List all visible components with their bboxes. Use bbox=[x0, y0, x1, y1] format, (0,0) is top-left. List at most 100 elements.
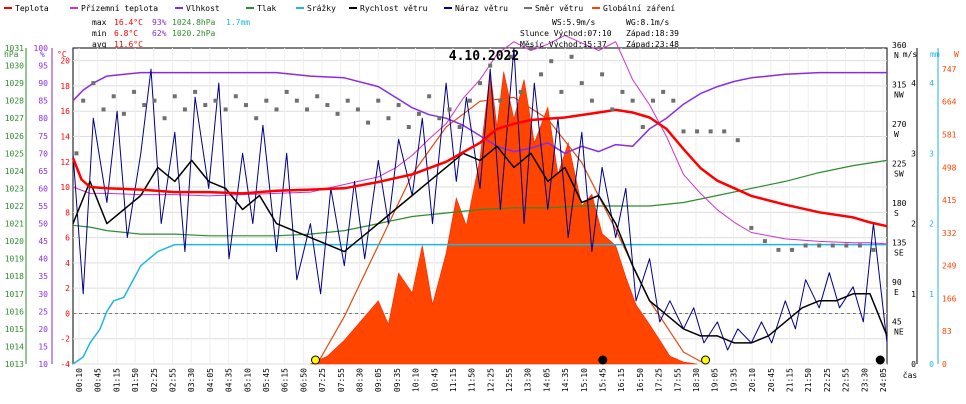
axis-x-tick: 07:55 bbox=[337, 368, 346, 392]
wind-direction-point bbox=[427, 94, 432, 99]
axis-x-tick: 16:50 bbox=[636, 368, 645, 392]
axis-x-tick: 20:10 bbox=[748, 368, 757, 392]
axis-pct-tick: 60 bbox=[38, 184, 48, 193]
axis-x-tick: 21:50 bbox=[804, 368, 813, 392]
axis-deg-tick: 12 bbox=[60, 158, 70, 167]
wind-direction-point bbox=[193, 89, 198, 94]
wind-direction-point bbox=[142, 103, 147, 108]
legend-label: Srážky bbox=[307, 4, 336, 13]
axis-pct-tick: 30 bbox=[38, 290, 48, 299]
legend-label: Globální záření bbox=[603, 4, 675, 13]
axis-hpa-tick: 1023 bbox=[5, 184, 24, 193]
axis-x-tick: 18:30 bbox=[692, 368, 701, 392]
stat-max-hum: 93% bbox=[152, 18, 167, 27]
axis-deg-tick: 4 bbox=[65, 259, 70, 268]
axis-deg-tick: 20 bbox=[60, 57, 70, 66]
axis-x-tick: 20:45 bbox=[767, 368, 776, 392]
axis-x-tick: 21:15 bbox=[786, 368, 795, 392]
wind-direction-point bbox=[708, 129, 713, 134]
wind-direction-point bbox=[776, 247, 781, 252]
axis-dir-label: SE bbox=[894, 249, 904, 258]
wind-direction-point bbox=[735, 138, 740, 143]
axis-pct-tick: 45 bbox=[38, 237, 48, 246]
legend-label: Náraz větru bbox=[455, 4, 508, 13]
axis-pct-tick: 50 bbox=[38, 220, 48, 229]
axis-dir-label: W bbox=[894, 130, 899, 139]
axis-x-tick: 13:30 bbox=[524, 368, 533, 392]
axis-dir-label: S bbox=[894, 209, 899, 218]
axis-deg-tick: -2 bbox=[60, 335, 70, 344]
wind-direction-point bbox=[447, 107, 452, 112]
axis-x-tick: 06:50 bbox=[299, 368, 308, 392]
axis-x-tick: 16:15 bbox=[617, 368, 626, 392]
axis-pct-tick: 75 bbox=[38, 132, 48, 141]
wind-direction-point bbox=[559, 89, 564, 94]
axis-hpa-tick: 1013 bbox=[5, 360, 24, 369]
wind-direction-point bbox=[416, 111, 421, 116]
wind-direction-point bbox=[620, 89, 625, 94]
wind-direction-point bbox=[315, 94, 320, 99]
wind-direction-point bbox=[152, 98, 157, 103]
axis-ms-tick: 4 bbox=[911, 79, 916, 88]
axis-x-tick: 11:15 bbox=[449, 368, 458, 392]
stat-avg-label: avg bbox=[92, 40, 107, 49]
axis-hpa-tick: 1024 bbox=[5, 167, 24, 176]
wind-direction-point bbox=[630, 98, 635, 103]
wind-direction-point bbox=[406, 125, 411, 129]
wind-direction-point bbox=[386, 116, 391, 121]
axis-hpa-tick: 1019 bbox=[5, 255, 24, 264]
wind-direction-point bbox=[396, 103, 401, 108]
wind-direction-point bbox=[233, 94, 238, 99]
wind-direction-point bbox=[305, 107, 310, 112]
wind-direction-point bbox=[579, 81, 584, 86]
axis-hpa-tick: 1015 bbox=[5, 325, 24, 334]
wind-direction-point bbox=[274, 107, 279, 112]
axis-pct-tick: 20 bbox=[38, 325, 48, 334]
axis-dir-tick: 90 bbox=[892, 278, 902, 287]
axis-x-tick: 14:35 bbox=[561, 368, 570, 392]
axis-dir-tick: 135 bbox=[892, 239, 907, 248]
axis-mm-tick: 3 bbox=[929, 149, 934, 158]
axis-hpa-tick: 1022 bbox=[5, 202, 24, 211]
axis-w-tick: 332 bbox=[942, 229, 957, 238]
wind-direction-point bbox=[871, 247, 876, 252]
info-sunrise: Slunce Východ:07:10 bbox=[520, 29, 612, 38]
wind-direction-point bbox=[589, 98, 594, 103]
axis-x-tick: 12:55 bbox=[505, 368, 514, 392]
axis-x-tick: 04:05 bbox=[206, 368, 215, 392]
axis-x-tick: 22:25 bbox=[823, 368, 832, 392]
wind-direction-point bbox=[366, 120, 371, 125]
axis-x-tick: 22:55 bbox=[842, 368, 851, 392]
series-pressure bbox=[72, 159, 888, 237]
axis-w-tick: 166 bbox=[942, 294, 957, 303]
axis-pct-unit: % bbox=[40, 50, 45, 59]
axis-w-unit: W bbox=[954, 50, 959, 59]
axis-x-tick: 07:25 bbox=[318, 368, 327, 392]
wind-direction-point bbox=[518, 89, 523, 94]
stat-min-label: min bbox=[92, 29, 107, 38]
axis-pct-tick: 15 bbox=[38, 342, 48, 351]
wind-direction-point bbox=[695, 129, 700, 134]
wind-direction-point bbox=[650, 98, 655, 103]
wind-direction-point bbox=[817, 243, 822, 248]
wind-direction-point bbox=[749, 225, 754, 230]
wind-direction-point bbox=[284, 89, 289, 94]
axis-ms-tick: 3 bbox=[911, 149, 916, 158]
axis-hpa-tick: 1030 bbox=[5, 62, 24, 71]
axis-x-tick: 15:10 bbox=[580, 368, 589, 392]
axis-x-tick: 15:45 bbox=[599, 368, 608, 392]
axis-dir-tick: 225 bbox=[892, 160, 907, 169]
wind-direction-point bbox=[569, 54, 574, 59]
marker-sunset bbox=[701, 355, 711, 365]
axis-x-tick: 08:30 bbox=[355, 368, 364, 392]
axis-mm-tick: 1 bbox=[929, 290, 934, 299]
axis-hpa-unit: hPa bbox=[4, 50, 19, 59]
axis-x-tick: 02:55 bbox=[168, 368, 177, 392]
axis-pct-tick: 100 bbox=[34, 44, 49, 53]
wind-direction-point bbox=[857, 243, 862, 248]
axis-deg-unit: °C bbox=[57, 50, 67, 59]
wind-direction-point bbox=[264, 98, 269, 103]
wind-direction-point bbox=[488, 63, 493, 68]
wind-direction-point bbox=[681, 129, 686, 134]
